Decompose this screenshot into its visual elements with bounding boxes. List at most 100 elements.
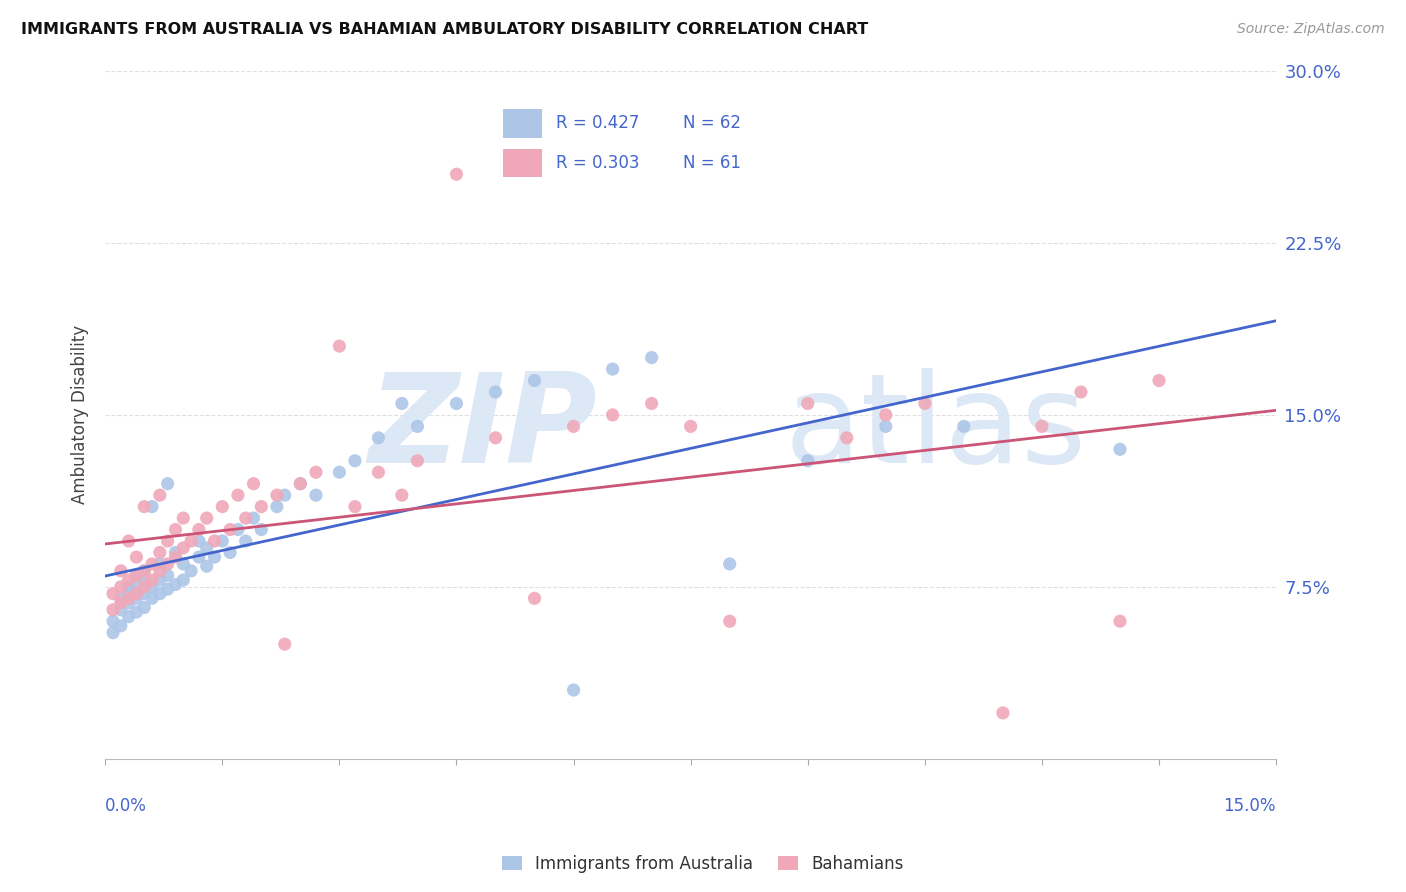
Point [835, 431, 858, 445]
Point [149, 587, 172, 601]
Point [156, 568, 179, 582]
Point [484, 431, 506, 445]
Point [149, 564, 172, 578]
Point [149, 557, 172, 571]
Point [110, 580, 132, 594]
Point [235, 534, 257, 549]
Point [523, 591, 546, 606]
Point [117, 596, 139, 610]
Point [226, 523, 249, 537]
Point [914, 396, 936, 410]
Point [274, 637, 297, 651]
Point [101, 603, 124, 617]
Point [134, 580, 156, 594]
Legend: Immigrants from Australia, Bahamians: Immigrants from Australia, Bahamians [495, 848, 911, 880]
Point [187, 523, 209, 537]
Point [446, 167, 468, 181]
Point [134, 573, 156, 587]
Point [117, 534, 139, 549]
Point [165, 523, 187, 537]
Point [204, 549, 226, 564]
Point [101, 587, 124, 601]
Point [1109, 614, 1132, 628]
Point [718, 557, 741, 571]
Point [156, 557, 179, 571]
Point [446, 396, 468, 410]
Point [211, 534, 233, 549]
Point [110, 619, 132, 633]
Point [141, 573, 163, 587]
Point [562, 683, 585, 698]
Point [991, 706, 1014, 720]
Point [242, 476, 264, 491]
Text: ZIP: ZIP [368, 368, 598, 489]
Point [134, 564, 156, 578]
Point [875, 408, 897, 422]
Point [125, 549, 148, 564]
Point [156, 582, 179, 596]
Text: 0.0%: 0.0% [105, 797, 148, 814]
Point [796, 454, 818, 468]
Point [165, 549, 187, 564]
Point [953, 419, 976, 434]
Text: atlas: atlas [785, 368, 1087, 489]
Point [391, 488, 413, 502]
Point [101, 614, 124, 628]
Point [110, 564, 132, 578]
Point [305, 488, 328, 502]
Point [367, 431, 389, 445]
Point [125, 605, 148, 619]
Point [134, 587, 156, 601]
Point [679, 419, 702, 434]
Point [134, 564, 156, 578]
Point [165, 577, 187, 591]
Point [180, 564, 202, 578]
Point [274, 488, 297, 502]
Point [117, 580, 139, 594]
Point [204, 534, 226, 549]
Y-axis label: Ambulatory Disability: Ambulatory Disability [72, 326, 89, 505]
Point [195, 559, 218, 574]
Point [180, 534, 202, 549]
Point [875, 419, 897, 434]
Point [290, 476, 312, 491]
Point [195, 541, 218, 555]
Point [165, 545, 187, 559]
Point [110, 596, 132, 610]
Point [1109, 442, 1132, 457]
Text: 15.0%: 15.0% [1223, 797, 1277, 814]
Point [718, 614, 741, 628]
Point [141, 557, 163, 571]
Point [125, 568, 148, 582]
Point [523, 374, 546, 388]
Point [125, 591, 148, 606]
Point [250, 523, 273, 537]
Point [328, 339, 350, 353]
Point [796, 396, 818, 410]
Point [484, 384, 506, 399]
Point [367, 465, 389, 479]
Point [117, 591, 139, 606]
Point [141, 580, 163, 594]
Point [290, 476, 312, 491]
Point [187, 549, 209, 564]
Point [134, 600, 156, 615]
Point [172, 573, 194, 587]
Point [219, 523, 242, 537]
Point [101, 625, 124, 640]
Point [156, 476, 179, 491]
Point [1147, 374, 1170, 388]
Point [110, 591, 132, 606]
Point [640, 396, 662, 410]
Point [305, 465, 328, 479]
Point [226, 488, 249, 502]
Point [1031, 419, 1053, 434]
Point [141, 591, 163, 606]
Point [250, 500, 273, 514]
Point [117, 609, 139, 624]
Text: IMMIGRANTS FROM AUSTRALIA VS BAHAMIAN AMBULATORY DISABILITY CORRELATION CHART: IMMIGRANTS FROM AUSTRALIA VS BAHAMIAN AM… [21, 22, 869, 37]
Point [117, 573, 139, 587]
Point [211, 500, 233, 514]
Point [235, 511, 257, 525]
Point [1070, 384, 1092, 399]
